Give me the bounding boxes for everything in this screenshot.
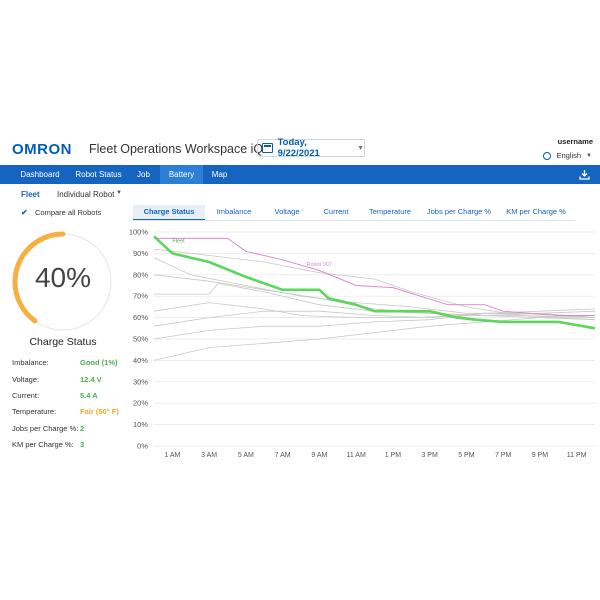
y-tick-label: 70%	[133, 292, 148, 301]
compare-label: Compare all Robots	[35, 208, 102, 217]
x-tick-label: 5 AM	[238, 452, 254, 459]
nav-robot-status[interactable]: Robot Status	[75, 170, 122, 179]
nav-map[interactable]: Map	[211, 170, 228, 179]
metric-tabs: Charge Status Imbalance Voltage Current …	[133, 205, 575, 221]
x-tick-label: 3 PM	[421, 452, 438, 459]
stat-label: Imbalance:	[12, 358, 49, 367]
chevron-down-icon[interactable]: ▼	[116, 190, 122, 196]
chevron-down-icon: ▼	[357, 144, 364, 152]
tab-km-per-charge[interactable]: KM per Charge %	[506, 207, 566, 216]
y-tick-label: 50%	[133, 335, 148, 344]
x-tick-label: 1 PM	[385, 452, 402, 459]
gauge-arc	[12, 231, 114, 333]
subnav-fleet[interactable]: Fleet	[21, 190, 40, 199]
fleet-series-line	[153, 235, 596, 330]
main-nav: Dashboard Robot Status Job Battery Map	[0, 165, 600, 184]
stat-km-per-charge: KM per Charge %: 3	[12, 440, 84, 450]
x-tick-label: 11 PM	[567, 452, 587, 459]
stat-value: Good (1%)	[80, 358, 118, 367]
x-tick-label: 5 PM	[458, 452, 475, 459]
charge-gauge	[12, 231, 114, 333]
chevron-down-icon: ▼	[586, 152, 592, 159]
y-tick-label: 90%	[133, 249, 148, 258]
y-tick-label: 10%	[133, 420, 148, 429]
language-selector[interactable]: English ▼	[543, 151, 592, 160]
robot-series-line	[153, 302, 596, 318]
stat-voltage: Voltage: 12.4 V	[12, 375, 102, 385]
x-tick-label: 7 AM	[275, 452, 291, 459]
app-title: Fleet Operations Workspace iQ	[89, 142, 264, 156]
gauge-label: Charge Status	[29, 336, 97, 348]
charge-status-chart: 100% 90% 80% 70% 60% 50% 40% 30% 20% 10% 0% 1 AM 3 A…	[129, 228, 596, 459]
x-tick-label: 3 AM	[201, 452, 217, 459]
robot-series-line	[153, 310, 596, 340]
robot-series-line	[153, 315, 596, 361]
y-tick-label: 30%	[133, 377, 148, 386]
series-label: Fleet	[172, 239, 185, 245]
series-label: Robot 007	[307, 262, 332, 268]
nav-job[interactable]: Job	[137, 170, 150, 179]
tab-current[interactable]: Current	[323, 207, 349, 216]
tab-jobs-per-charge[interactable]: Jobs per Charge %	[426, 207, 492, 216]
stat-label: KM per Charge %:	[12, 440, 74, 449]
robot-series-line	[154, 283, 596, 321]
stat-jobs-per-charge: Jobs per Charge %: 2	[12, 424, 84, 434]
calendar-icon	[262, 143, 273, 153]
username[interactable]: username	[557, 137, 593, 146]
language-label: English	[556, 151, 582, 160]
x-tick-label: 7 PM	[495, 452, 512, 459]
gauge-value: 40%	[34, 262, 92, 293]
stat-label: Temperature:	[12, 407, 57, 416]
x-tick-label: 1 AM	[164, 452, 180, 459]
stat-value: 12.4 V	[80, 375, 102, 384]
stat-current: Current: 5.4 A	[12, 391, 98, 401]
x-tick-label: 9 AM	[311, 452, 327, 459]
tab-imbalance[interactable]: Imbalance	[216, 207, 252, 216]
robot-series-line	[153, 274, 596, 318]
y-tick-label: 0%	[137, 442, 148, 451]
x-tick-label: 9 PM	[532, 452, 549, 459]
nav-battery[interactable]: Battery	[160, 165, 203, 184]
y-tick-label: 80%	[133, 270, 148, 279]
x-tick-label: 11 AM	[346, 452, 365, 459]
stat-imbalance: Imbalance: Good (1%)	[12, 358, 118, 368]
robot-007-series-line	[154, 237, 595, 316]
tab-temperature[interactable]: Temperature	[368, 207, 412, 216]
download-icon[interactable]	[579, 169, 590, 180]
tab-voltage[interactable]: Voltage	[274, 207, 300, 216]
date-text: Today, 9/22/2021	[277, 137, 320, 159]
stat-value: Fair (50° F)	[80, 407, 119, 416]
y-tick-label: 100%	[129, 228, 149, 237]
subnav-individual-robot[interactable]: Individual Robot	[57, 190, 115, 199]
app-header: OMRON Fleet Operations Workspace iQ Toda…	[0, 134, 600, 165]
stat-label: Current:	[12, 391, 40, 400]
robot-series-line	[153, 308, 596, 327]
date-picker[interactable]: Today, 9/22/2021 ▼	[257, 137, 365, 159]
nav-dashboard[interactable]: Dashboard	[20, 170, 60, 179]
stat-label: Voltage:	[12, 375, 40, 384]
stat-value: 3	[80, 440, 85, 449]
stat-value: 5.4 A	[80, 391, 98, 400]
checkmark-icon[interactable]: ✔	[21, 207, 28, 217]
y-tick-label: 40%	[133, 356, 148, 365]
stat-temperature: Temperature: Fair (50° F)	[12, 407, 119, 417]
globe-icon	[543, 151, 552, 160]
tab-charge-status[interactable]: Charge Status	[133, 205, 205, 220]
y-tick-label: 20%	[133, 399, 148, 408]
compare-all-robots[interactable]: ✔ Compare all Robots	[21, 208, 101, 217]
stat-value: 2	[80, 424, 85, 433]
y-tick-label: 60%	[133, 313, 148, 322]
omron-logo: OMRON	[12, 141, 72, 158]
stat-label: Jobs per Charge %:	[12, 424, 79, 433]
